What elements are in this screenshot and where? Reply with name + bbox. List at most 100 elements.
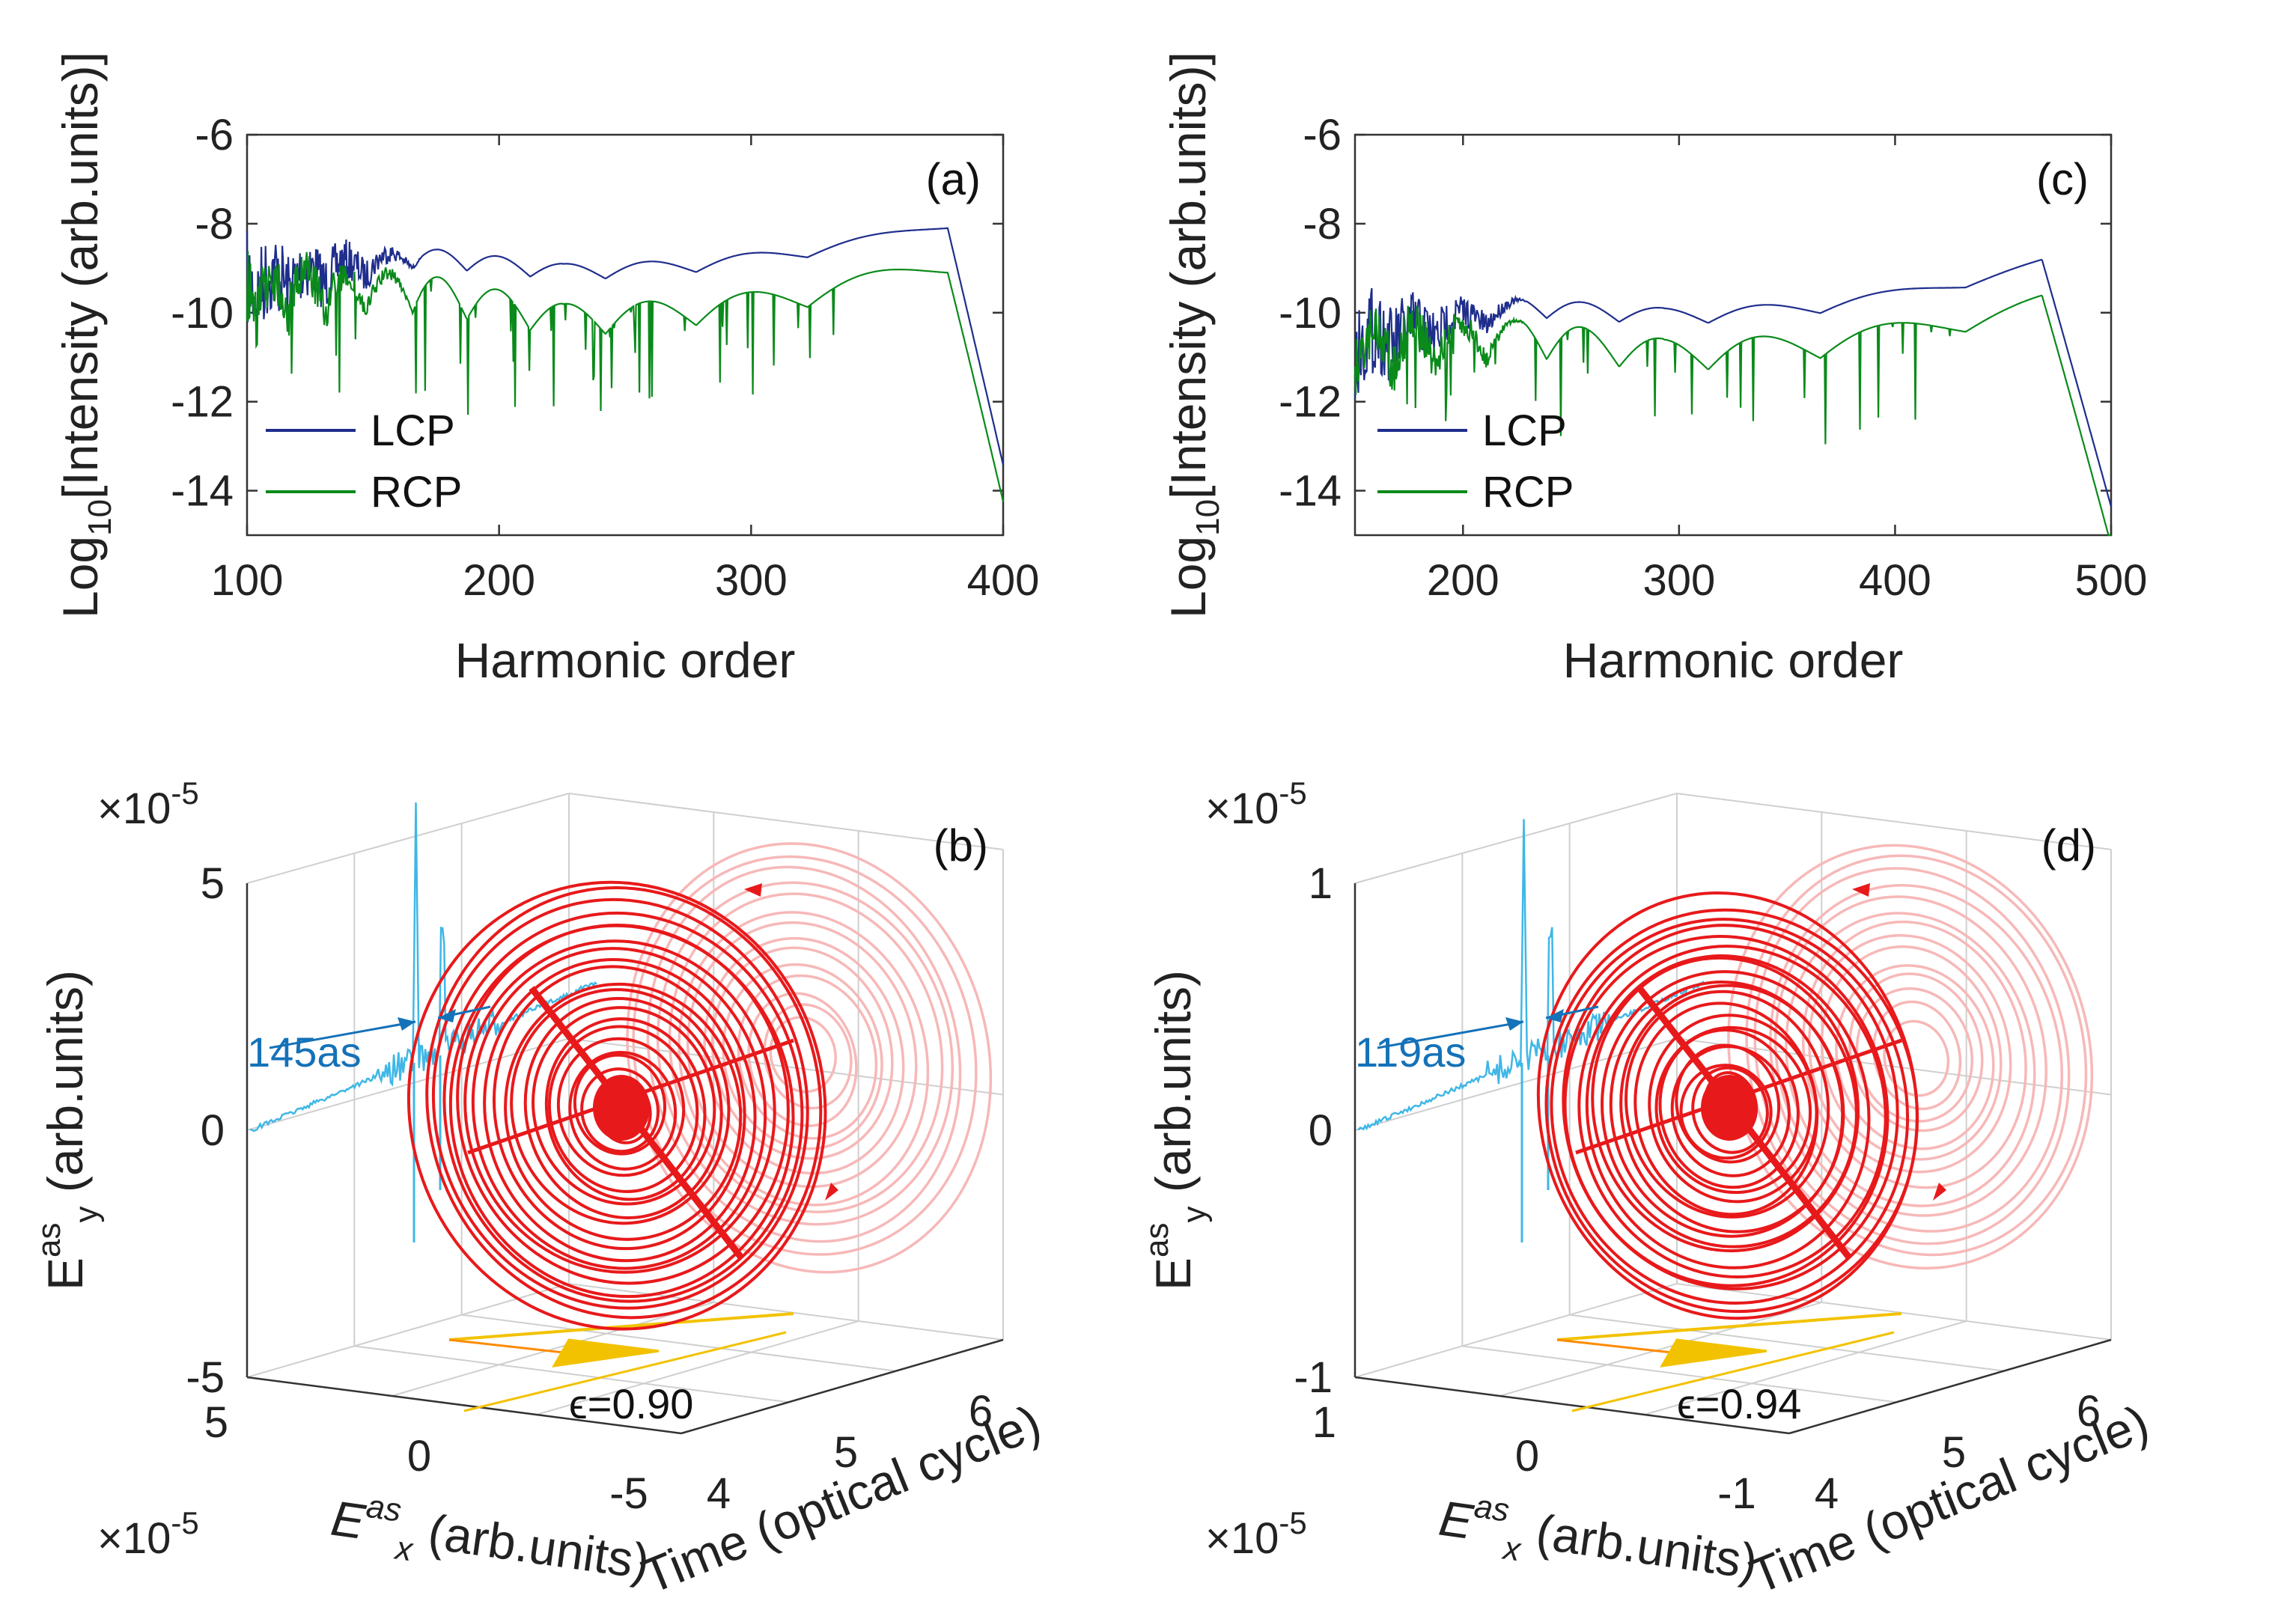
axis-scale-label: ×10-5	[97, 1505, 199, 1563]
pulse-ring	[568, 1051, 677, 1171]
pulse-axis	[529, 986, 744, 1260]
x-tick-label: 1	[1312, 1398, 1336, 1447]
pulse-ring	[463, 939, 776, 1274]
pulse-ring	[1670, 1045, 1791, 1177]
axis-scale-label: ×10-5	[1205, 1505, 1307, 1563]
ey-projection-trace	[1357, 819, 1706, 1131]
pulse-projection-ring	[1835, 964, 1995, 1150]
y-axis-label: Easy (arb.units)	[31, 970, 105, 1290]
pulse-duration-label: 119as	[1355, 1028, 1466, 1076]
ey-projection-trace	[249, 802, 597, 1132]
duration-arrowhead	[398, 1017, 415, 1031]
pulse-projection-ring	[737, 974, 878, 1140]
y-tick-label: -10	[1279, 289, 1342, 338]
legend-label-LCP: LCP	[1482, 406, 1567, 455]
pulse-projection-ring	[1785, 912, 2036, 1207]
x-tick-label: 100	[211, 556, 284, 605]
pulse-ring	[1577, 945, 1887, 1279]
grid-line	[1354, 1037, 1678, 1131]
y-tick-label: -6	[1303, 111, 1342, 159]
ex-projection-trace	[1556, 1312, 1902, 1341]
panel-3d-(b)	[246, 793, 1004, 1435]
y-axis-label-part: 10	[1190, 499, 1226, 536]
ex-projection-trace	[1571, 1331, 1895, 1412]
pulse-ring	[1585, 954, 1871, 1269]
y-axis-label-part: as	[31, 1222, 67, 1257]
grid-line	[354, 1345, 789, 1403]
x-axis-label: Harmonic order	[1563, 632, 1904, 688]
pulse-projection-ring	[1883, 1019, 1950, 1097]
t-tick-label: 4	[707, 1469, 731, 1518]
axis-scale-label-part: -5	[1279, 1505, 1306, 1540]
series-line-LCP	[246, 227, 1005, 466]
grid-line	[1354, 793, 1678, 884]
legend-label-RCP: RCP	[1482, 468, 1574, 516]
pulse-projection-ring	[677, 911, 930, 1207]
grid-line	[568, 1283, 1004, 1341]
pulse-ring	[1601, 970, 1858, 1248]
ex-projection-blob	[552, 1338, 660, 1367]
panel-label: (c)	[2036, 154, 2089, 204]
y-axis-label-part: E	[37, 1257, 93, 1290]
y-axis-label-part: 10	[82, 499, 118, 536]
grid-line	[246, 1283, 570, 1378]
pulse-ring	[492, 965, 746, 1251]
t-tick-label: 6	[2077, 1387, 2101, 1436]
pulse-ring	[1591, 956, 1860, 1253]
grid-line	[246, 793, 570, 884]
pulse-ring	[1562, 924, 1899, 1290]
x-tick-label: 300	[1642, 556, 1715, 605]
grid-line	[1676, 1037, 2112, 1096]
pulse-ring	[532, 1006, 716, 1206]
pulse-projection-ring	[722, 963, 883, 1150]
x-axis-label: Easx (arb.units)	[326, 1484, 654, 1602]
grid-line	[461, 1314, 896, 1372]
z-tick-label: -5	[186, 1353, 225, 1402]
y-tick-label: -14	[1279, 467, 1342, 516]
y-axis-label-part: y	[68, 1206, 105, 1222]
y-axis-label: Easy (arb.units)	[1139, 970, 1213, 1290]
legend-label-LCP: LCP	[371, 406, 455, 455]
y-axis-label-part: [Intensity (arb.units)]	[52, 52, 108, 499]
pulse-axis	[1575, 1038, 1902, 1155]
x-axis-label-part: E	[328, 1490, 369, 1550]
y-axis-label: Log10[Intensity (arb.units)]	[1160, 52, 1226, 618]
pulse-ring	[1624, 990, 1830, 1219]
plot-frame-(c)	[1353, 133, 2113, 537]
duration-arrowhead	[1546, 1009, 1564, 1022]
z-tick-label: 0	[1309, 1106, 1333, 1155]
ellipticity-label: ϵ=0.90	[569, 1380, 693, 1427]
pulse-ring	[442, 911, 804, 1303]
t-axis-label: Time (optical cycle)	[635, 1394, 1049, 1604]
pulse-axis	[467, 1038, 794, 1155]
y-tick-label: -10	[171, 289, 234, 338]
duration-arrow	[269, 1020, 416, 1049]
rotation-arrow	[1852, 883, 1870, 897]
y-axis-label-part: as	[1139, 1222, 1175, 1257]
x-axis-label: Easx (arb.units)	[1434, 1484, 1762, 1602]
ex-projection-trace	[448, 1312, 794, 1341]
pulse-axis	[1636, 986, 1852, 1260]
grid-line	[1569, 1314, 2004, 1372]
duration-arrow	[1377, 1020, 1524, 1049]
x-tick-label: 200	[1427, 556, 1499, 605]
t-tick-label: 5	[1942, 1428, 1966, 1477]
x-axis-label-part: as	[1472, 1488, 1511, 1529]
y-axis-label-part: Log	[1160, 536, 1216, 618]
axis-scale-label-part: ×10	[1205, 1514, 1279, 1563]
y-axis-label: Log10[Intensity (arb.units)]	[52, 52, 118, 618]
rotation-arrow	[825, 1183, 838, 1201]
grid-line	[1354, 1283, 1678, 1378]
axis-scale-label-part: ×10	[97, 1514, 171, 1563]
x-tick-label: 0	[407, 1432, 431, 1481]
axis-scale-label-part: ×10	[97, 784, 171, 833]
grid-line	[1462, 1345, 1897, 1403]
x-tick-label: 0	[1515, 1432, 1539, 1481]
pulse-ring	[1550, 918, 1910, 1305]
pulse-projection-ring	[632, 855, 978, 1256]
pulse-projection-ring	[1872, 1000, 1962, 1111]
y-axis-label-part: E	[1145, 1257, 1201, 1290]
grid-line	[536, 1320, 859, 1415]
panel-label: (a)	[926, 154, 981, 204]
pulse-projection-ring	[1802, 920, 2027, 1189]
